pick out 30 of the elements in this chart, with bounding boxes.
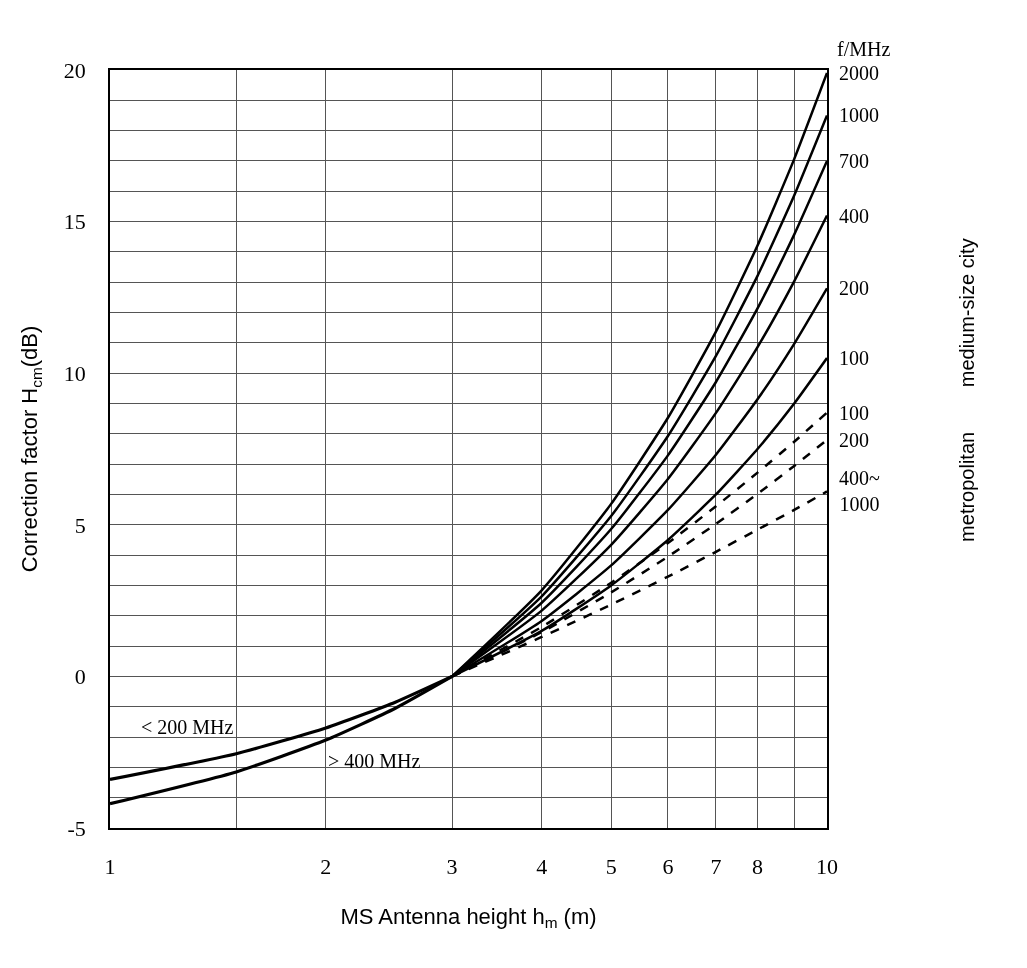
series-label: 400~ 1000 xyxy=(839,467,880,515)
y-tick-label: 10 xyxy=(63,360,86,386)
series-label: 1000 xyxy=(839,104,879,126)
y-tick-label: 5 xyxy=(74,512,86,538)
series-label: 200 xyxy=(839,429,869,451)
y-tick-label: 15 xyxy=(63,209,86,235)
x-axis-title: MS Antenna height h$_{m}$ (m) xyxy=(340,903,597,932)
x-tick-label: 5 xyxy=(605,854,617,880)
series-label: 700 xyxy=(839,150,869,172)
series-label: 2000 xyxy=(839,62,879,84)
y-tick-label: 0 xyxy=(74,664,86,690)
x-tick-label: 4 xyxy=(536,854,548,880)
series-label: < 200 MHz xyxy=(141,716,234,738)
x-tick-label: 7 xyxy=(710,854,722,880)
x-tick-label: 3 xyxy=(446,854,458,880)
x-tick-label: 6 xyxy=(662,854,674,880)
x-tick-label: 1 xyxy=(104,854,116,880)
series-label: 400 xyxy=(839,205,869,227)
legend-title: f/MHz xyxy=(837,38,891,60)
y-tick-label: -5 xyxy=(67,815,86,841)
series-label: 100 xyxy=(839,402,869,424)
series-label: 200 xyxy=(839,277,869,299)
text: metropolitan xyxy=(956,431,979,542)
text: medium-size city xyxy=(955,238,978,388)
x-tick-label: 2 xyxy=(320,854,332,880)
series-label: > 400 MHz xyxy=(328,750,421,772)
x-tick-label: 8 xyxy=(752,854,764,880)
series-label: 100 xyxy=(839,347,869,369)
x-tick-label: 10 xyxy=(816,854,838,880)
y-tick-label: 20 xyxy=(63,57,86,83)
